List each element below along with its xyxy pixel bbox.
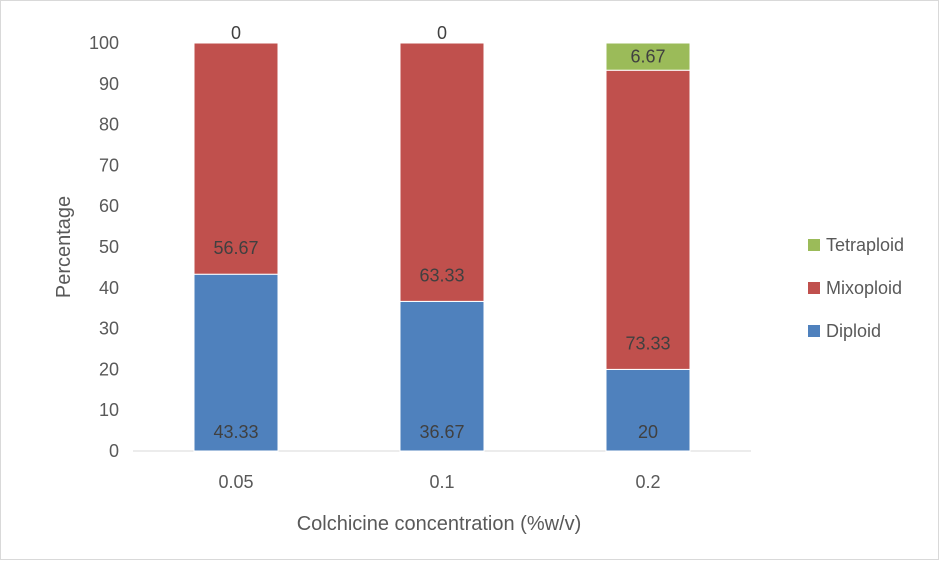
x-tick-label: 0.1 bbox=[429, 472, 454, 492]
x-axis-ticks: 0.05 0.1 0.2 bbox=[218, 472, 660, 492]
data-label-tetraploid: 6.67 bbox=[630, 47, 665, 67]
y-tick-label: 60 bbox=[99, 196, 119, 216]
data-label-mixoploid: 63.33 bbox=[419, 265, 464, 285]
data-label-diploid: 43.33 bbox=[213, 422, 258, 442]
legend: Tetraploid Mixoploid Diploid bbox=[808, 235, 904, 341]
bar-mixoploid-0-2 bbox=[605, 69, 691, 370]
data-label-mixoploid: 56.67 bbox=[213, 238, 258, 258]
x-tick-label: 0.05 bbox=[218, 472, 253, 492]
data-label-diploid: 36.67 bbox=[419, 422, 464, 442]
y-tick-label: 0 bbox=[109, 441, 119, 461]
y-tick-label: 90 bbox=[99, 74, 119, 94]
legend-swatch-mixoploid bbox=[808, 282, 820, 294]
bar-mixoploid-0-05 bbox=[193, 42, 279, 275]
bar-diploid-0-05 bbox=[193, 273, 279, 452]
bar-mixoploid-0-1 bbox=[399, 42, 485, 302]
y-tick-label: 50 bbox=[99, 237, 119, 257]
bar-tetraploid-0-2 bbox=[605, 42, 691, 71]
y-tick-label: 100 bbox=[89, 33, 119, 53]
y-tick-label: 30 bbox=[99, 319, 119, 339]
legend-swatch-diploid bbox=[808, 325, 820, 337]
data-label-tetraploid: 0 bbox=[231, 23, 241, 43]
y-tick-label: 80 bbox=[99, 115, 119, 135]
y-axis-ticks: 0 10 20 30 40 50 60 70 80 90 100 bbox=[89, 33, 119, 461]
data-label-diploid: 20 bbox=[638, 422, 658, 442]
bars-group bbox=[193, 42, 691, 452]
y-tick-label: 70 bbox=[99, 155, 119, 175]
legend-label-tetraploid: Tetraploid bbox=[826, 235, 904, 255]
y-tick-label: 40 bbox=[99, 278, 119, 298]
y-axis-title: Percentage bbox=[53, 196, 75, 298]
data-label-tetraploid: 0 bbox=[437, 23, 447, 43]
data-label-mixoploid: 73.33 bbox=[625, 333, 670, 353]
y-tick-label: 10 bbox=[99, 400, 119, 420]
legend-label-diploid: Diploid bbox=[826, 321, 881, 341]
x-axis-title: Colchicine concentration (%w/v) bbox=[297, 513, 582, 535]
x-tick-label: 0.2 bbox=[635, 472, 660, 492]
y-tick-label: 20 bbox=[99, 359, 119, 379]
legend-label-mixoploid: Mixoploid bbox=[826, 278, 902, 298]
bar-diploid-0-2 bbox=[605, 368, 691, 452]
legend-swatch-tetraploid bbox=[808, 239, 820, 251]
data-labels-group: 43.33 56.67 0 36.67 63.33 0 20 73.33 6.67 bbox=[213, 23, 670, 442]
